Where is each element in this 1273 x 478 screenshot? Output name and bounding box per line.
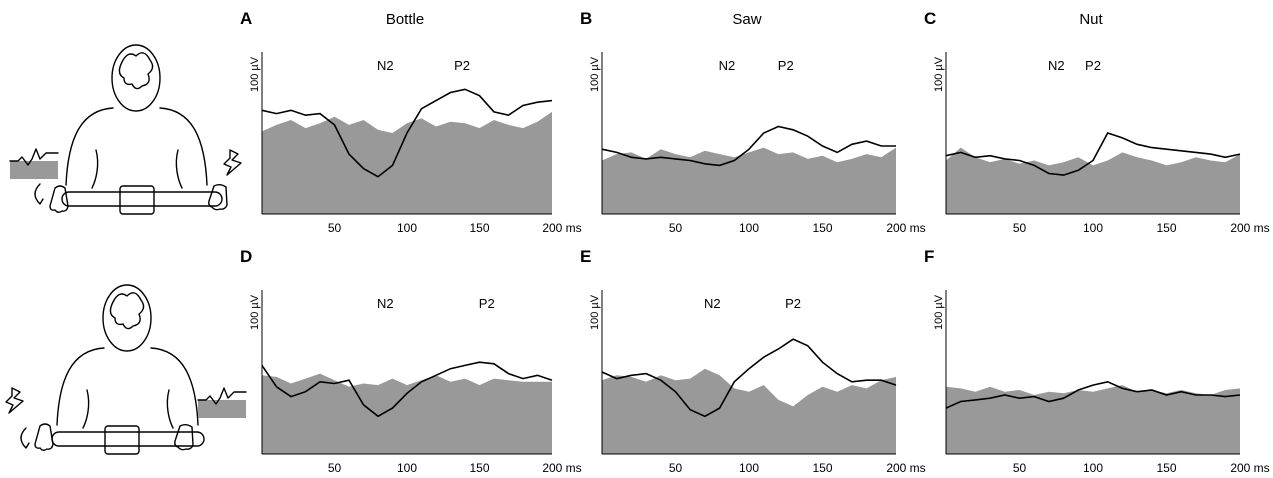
x-tick-label: 100 xyxy=(739,461,759,475)
rotation-arrow-icon xyxy=(34,183,44,205)
area-series xyxy=(262,373,552,454)
peak-annotation: N2 xyxy=(719,58,736,73)
panel-C: C Nut 100 µV 50 100 150 200 ms N2 P2 xyxy=(924,9,1270,235)
line-series xyxy=(601,338,897,418)
x-tick-label: 50 xyxy=(1013,221,1027,235)
peak-annotation: P2 xyxy=(454,58,470,73)
y-axis-label: 100 µV xyxy=(249,56,261,92)
line-series xyxy=(601,125,896,167)
x-tick-label: 100 xyxy=(1083,221,1103,235)
peak-annotation: P2 xyxy=(1085,58,1101,73)
x-tick-label: 200 ms xyxy=(1230,461,1269,475)
lightning-icon xyxy=(5,387,24,414)
panel-letter: D xyxy=(240,247,252,266)
peak-annotation: N2 xyxy=(377,58,394,73)
x-tick-label: 200 ms xyxy=(542,221,581,235)
area-series xyxy=(946,385,1240,454)
x-tick-label: 200 ms xyxy=(1230,221,1269,235)
brain-icon xyxy=(109,292,145,330)
panel-D: D 100 µV 50 100 150 200 ms N2 P2 xyxy=(240,247,582,475)
x-tick-label: 200 ms xyxy=(542,461,581,475)
y-axis-label: 100 µV xyxy=(589,294,601,330)
panel-F: F 100 µV 50 100 150 200 ms xyxy=(924,247,1270,475)
x-tick-label: 50 xyxy=(328,221,342,235)
x-tick-label: 150 xyxy=(812,461,832,475)
y-axis-label: 100 µV xyxy=(249,294,261,330)
x-tick-label: 200 ms xyxy=(886,221,925,235)
peak-annotation: N2 xyxy=(377,296,394,311)
x-tick-label: 150 xyxy=(812,221,832,235)
subject-illustration-top xyxy=(9,44,242,215)
panel-A: A Bottle 100 µV 50 100 150 200 ms N2 P2 xyxy=(240,9,582,235)
x-tick-label: 100 xyxy=(739,221,759,235)
x-tick-label: 150 xyxy=(469,461,489,475)
panel-title: Bottle xyxy=(386,11,424,28)
y-axis-label: 100 µV xyxy=(933,294,945,330)
brain-icon xyxy=(118,52,154,90)
x-tick-label: 50 xyxy=(669,461,683,475)
line-series xyxy=(261,361,553,418)
panel-title: Nut xyxy=(1079,11,1103,28)
peak-annotation: P2 xyxy=(785,296,801,311)
area-series xyxy=(602,368,896,454)
area-series xyxy=(262,111,552,214)
x-tick-label: 100 xyxy=(1083,461,1103,475)
subject-illustration-bottom xyxy=(5,284,247,455)
x-tick-label: 150 xyxy=(1156,461,1176,475)
panel-letter: B xyxy=(580,9,592,28)
peak-annotation: N2 xyxy=(704,296,721,311)
x-tick-label: 100 xyxy=(397,221,417,235)
x-tick-label: 200 ms xyxy=(886,461,925,475)
y-axis-label: 100 µV xyxy=(589,56,601,92)
x-tick-label: 50 xyxy=(669,221,683,235)
peak-annotation: N2 xyxy=(1048,58,1065,73)
panel-letter: A xyxy=(240,9,252,28)
panel-letter: F xyxy=(924,247,934,266)
x-tick-label: 150 xyxy=(1156,221,1176,235)
peak-annotation: P2 xyxy=(479,296,495,311)
peak-annotation: P2 xyxy=(778,58,794,73)
eeg-inset xyxy=(198,400,246,418)
panel-title: Saw xyxy=(732,11,761,28)
y-axis-label: 100 µV xyxy=(933,56,945,92)
panel-letter: E xyxy=(580,247,591,266)
rotation-arrow-icon xyxy=(20,427,30,449)
eeg-inset xyxy=(10,161,58,179)
x-tick-label: 50 xyxy=(328,461,342,475)
line-series xyxy=(945,132,1241,176)
x-tick-label: 100 xyxy=(397,461,417,475)
x-tick-label: 150 xyxy=(469,221,489,235)
panel-letter: C xyxy=(924,9,936,28)
line-series xyxy=(261,88,553,178)
line-series xyxy=(945,380,1241,409)
x-tick-label: 50 xyxy=(1013,461,1027,475)
panel-B: B Saw 100 µV 50 100 150 200 ms N2 P2 xyxy=(580,9,926,235)
area-series xyxy=(946,147,1240,214)
lightning-icon xyxy=(223,149,242,176)
panel-E: E 100 µV 50 100 150 200 ms N2 P2 xyxy=(580,247,926,475)
area-series xyxy=(602,147,896,214)
